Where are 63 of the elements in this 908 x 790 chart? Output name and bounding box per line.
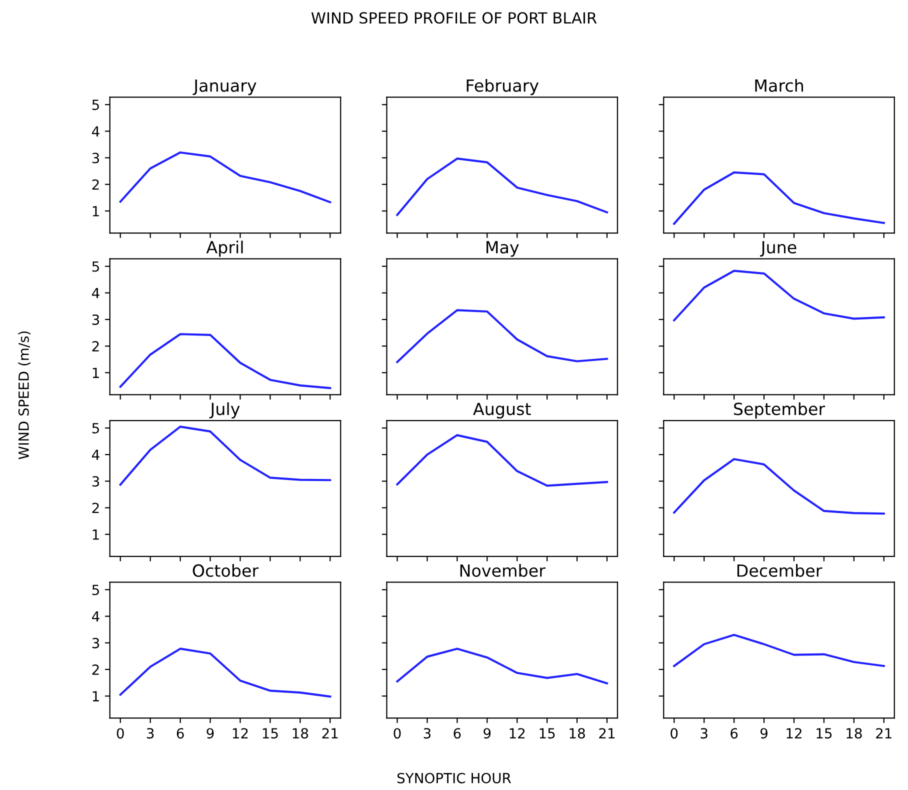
- y-tick-label: 3: [92, 476, 100, 487]
- y-tick-label: 2: [92, 341, 99, 352]
- x-tick-label: 18: [292, 728, 308, 739]
- x-tick-label: 0: [116, 728, 124, 739]
- x-tick-label: 3: [146, 728, 154, 739]
- x-tick-label: 6: [454, 728, 461, 739]
- text: SYNOPTIC HOUR: [397, 772, 512, 784]
- y-tick-label: 3: [92, 638, 100, 648]
- x-tick-label: 15: [262, 728, 278, 739]
- y-tick-label: 3: [92, 152, 100, 164]
- x-tick-label: 12: [786, 728, 802, 738]
- y-tick-label: 4: [92, 450, 100, 460]
- x-tick-label: 6: [730, 728, 738, 739]
- chart-title: December: [737, 564, 822, 577]
- line-series: [119, 426, 332, 486]
- x-tick-label: 9: [206, 728, 214, 739]
- x-tick-label: 9: [760, 728, 768, 739]
- chart-title: March: [755, 78, 803, 92]
- y-tick-label: 1: [92, 368, 99, 378]
- x-tick-label: 12: [232, 728, 248, 738]
- x-tick-label: 18: [570, 728, 585, 739]
- x-tick-label: 3: [700, 728, 708, 739]
- y-tick-label: 1: [92, 691, 99, 702]
- chart-title: October: [192, 564, 259, 577]
- x-tick-label: 18: [846, 728, 862, 739]
- y-tick-label: 5: [92, 584, 99, 596]
- y-tick-label: 5: [92, 261, 99, 272]
- y-tick-label: 4: [92, 611, 100, 622]
- y-tick-label: 5: [92, 423, 99, 434]
- chart-title: November: [460, 564, 546, 577]
- x-tick-label: 21: [322, 728, 338, 738]
- x-tick-label: 15: [540, 728, 555, 739]
- x-tick-label: 21: [876, 728, 892, 738]
- x-tick-label: 0: [670, 728, 678, 739]
- line-series: [119, 333, 332, 390]
- line-series: [119, 648, 332, 698]
- x-tick-label: 3: [424, 728, 431, 739]
- y-tick-label: 5: [92, 100, 99, 110]
- y-tick-label: 2: [92, 179, 99, 190]
- chart-title: January: [192, 79, 256, 96]
- y-tick-label: 3: [92, 314, 100, 325]
- chart-title: February: [466, 78, 539, 96]
- line-series: [119, 151, 332, 204]
- chart-title: July: [209, 402, 240, 418]
- text: WIND SPEED (m/s): [18, 331, 31, 460]
- y-tick-label: 4: [92, 288, 100, 298]
- x-tick-label: 6: [176, 728, 184, 739]
- y-tick-label: 2: [92, 664, 99, 675]
- x-tick-label: 12: [510, 728, 525, 738]
- chart-title: August: [473, 402, 531, 418]
- y-tick-label: 4: [92, 126, 100, 136]
- chart-title: September: [734, 402, 826, 418]
- y-tick-label: 1: [92, 530, 99, 540]
- text: WIND SPEED PROFILE OF PORT BLAIR: [311, 12, 597, 24]
- chart-title: May: [486, 241, 519, 257]
- x-tick-label: 21: [599, 728, 615, 738]
- x-tick-label: 0: [394, 728, 401, 739]
- x-tick-label: 9: [484, 728, 491, 739]
- chart-title: April: [206, 240, 243, 257]
- x-tick-label: 15: [816, 728, 832, 739]
- y-tick-label: 2: [92, 502, 99, 514]
- y-tick-label: 1: [92, 206, 99, 216]
- chart-title: June: [760, 241, 796, 257]
